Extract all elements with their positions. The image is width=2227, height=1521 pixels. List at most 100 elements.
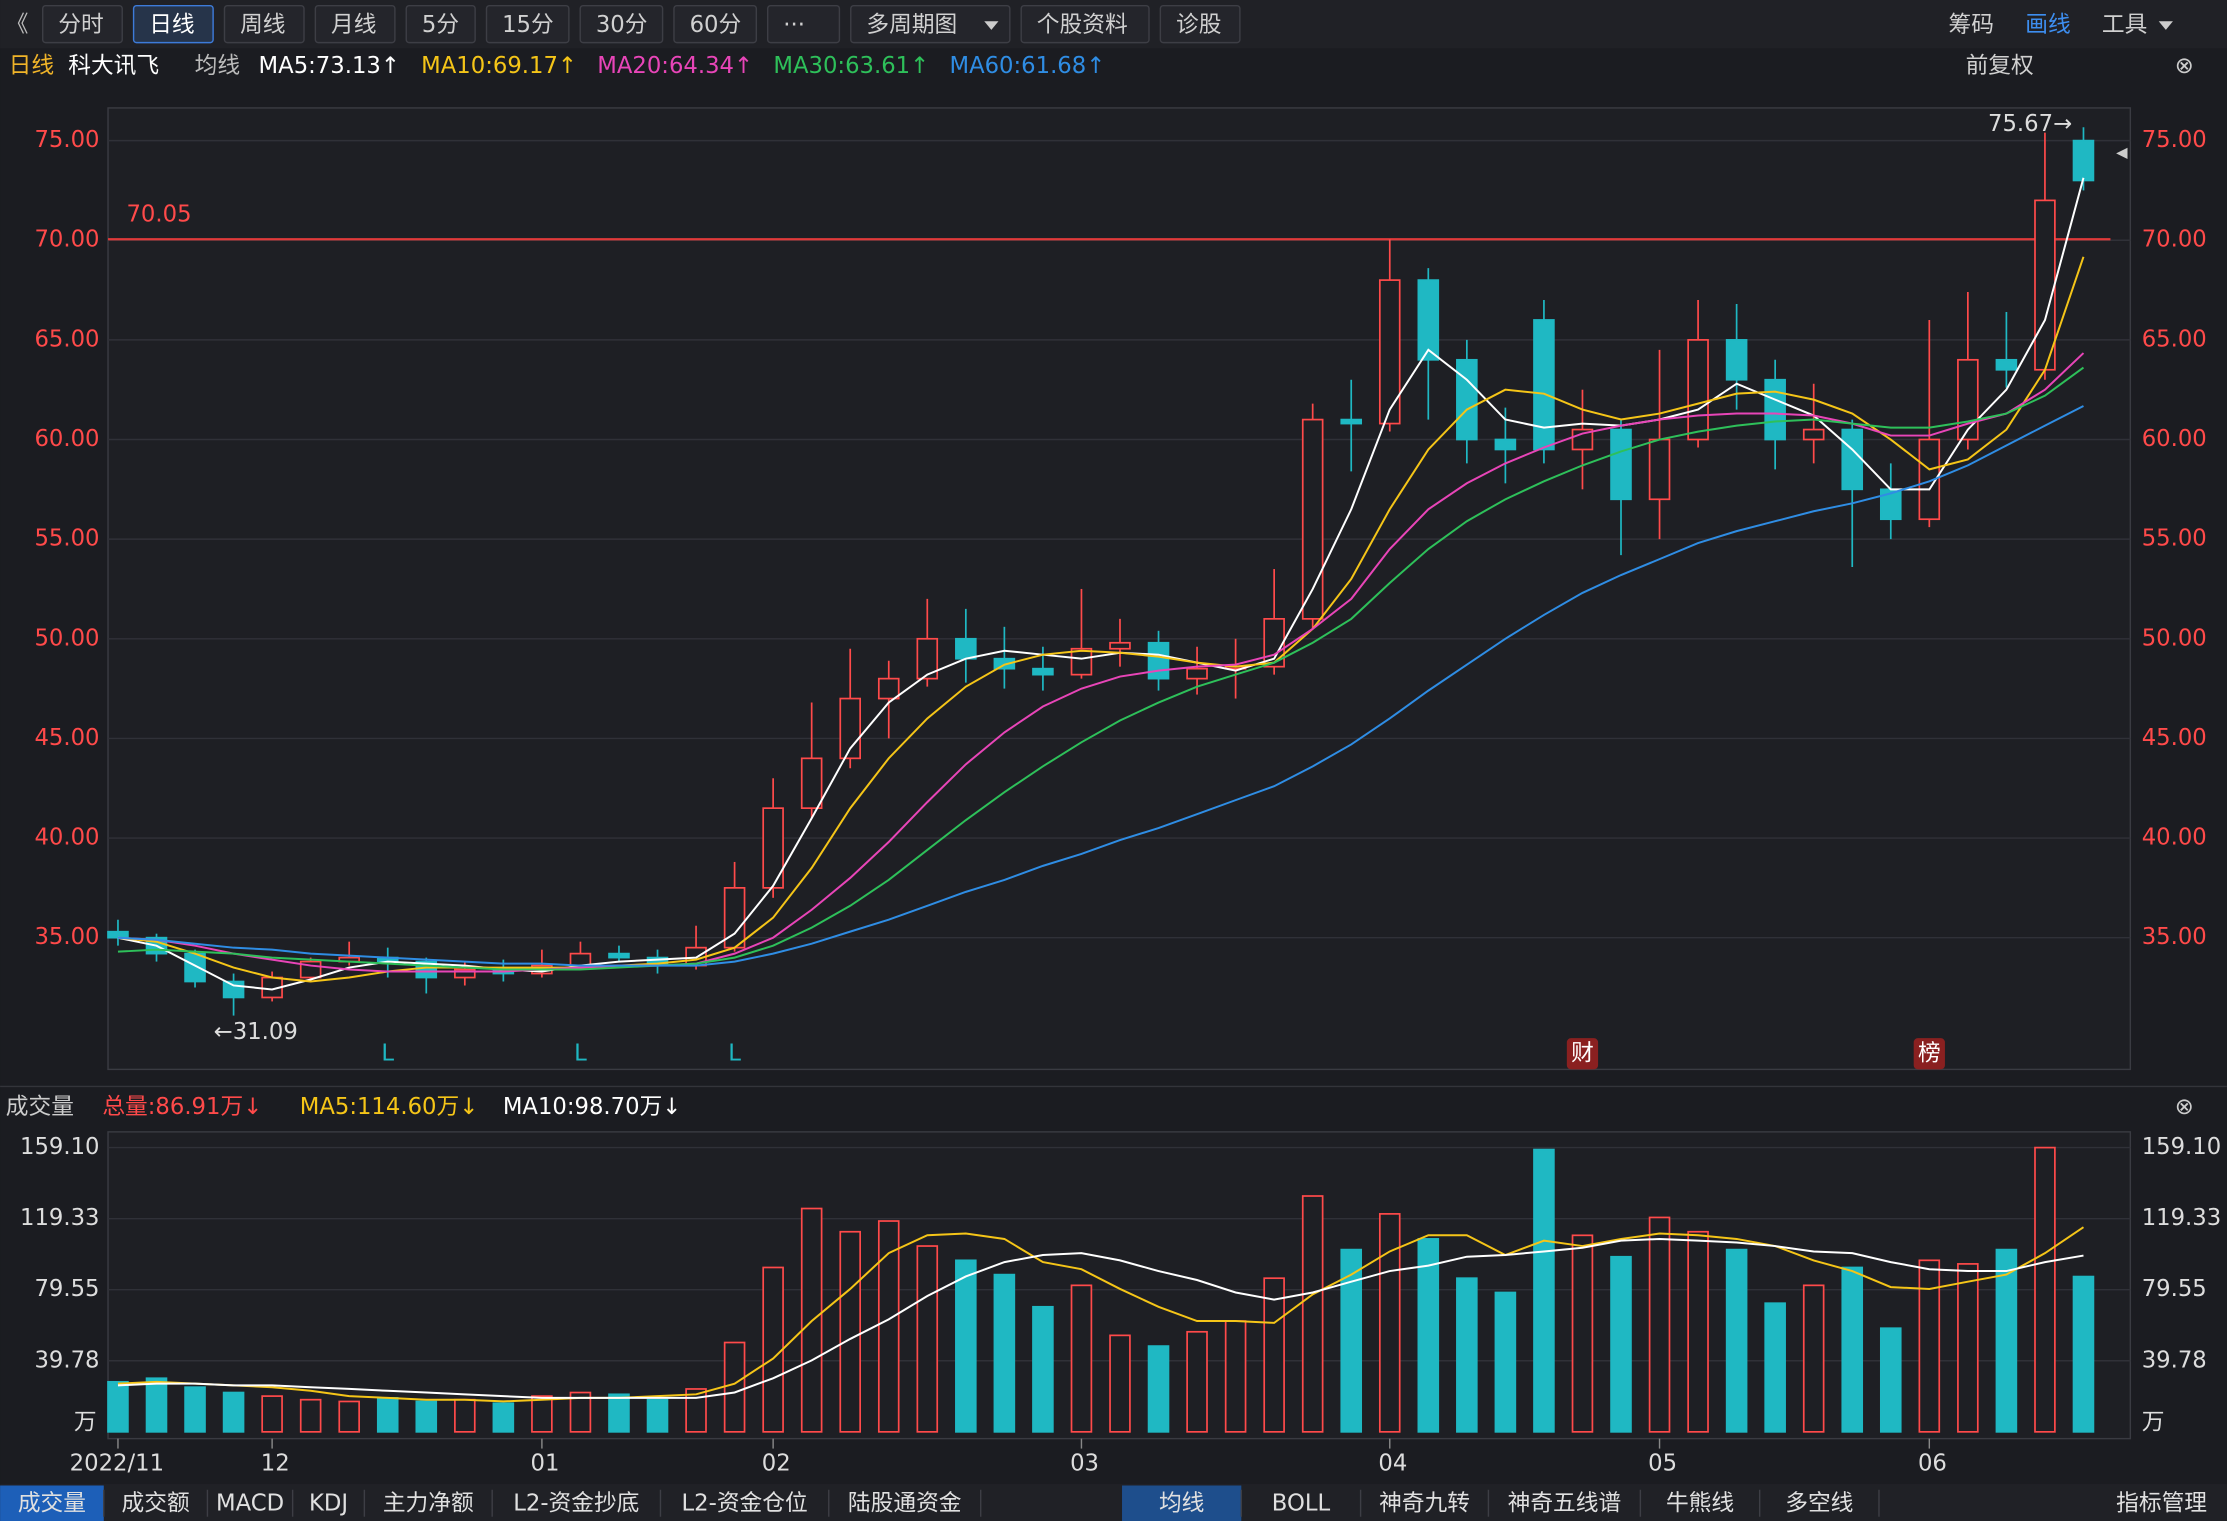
y-tick-label-right: 55.00 [2142, 526, 2207, 552]
toolbar-right-label[interactable]: 筹码 [1949, 12, 1994, 38]
toolbar-button[interactable] [485, 4, 570, 44]
legend-entry: MA20:64.34↑ [597, 53, 753, 79]
toolbar-button[interactable] [850, 4, 1011, 44]
close-icon[interactable]: ⊗ [2175, 53, 2194, 79]
tab-label[interactable]: MACD [216, 1490, 284, 1516]
toolbar-label[interactable]: 15分 [502, 12, 554, 38]
candle-body [1147, 641, 1170, 680]
dropdown-arrow [2158, 21, 2173, 30]
tab-label[interactable]: BOLL [1272, 1490, 1331, 1516]
close-icon[interactable]: ⊗ [2175, 1094, 2194, 1120]
tab-label[interactable]: KDJ [309, 1490, 348, 1516]
candle-body [1918, 438, 1941, 521]
tab-active[interactable] [1122, 1485, 1242, 1521]
event-marker[interactable]: L [574, 1040, 587, 1066]
toolbar-button[interactable] [673, 4, 758, 44]
tab-label[interactable]: 成交量 [18, 1490, 86, 1516]
min-label: ←31.09 [214, 1019, 298, 1045]
y-tick-label-right: 45.00 [2142, 725, 2207, 751]
tab-label[interactable]: L2-资金仓位 [682, 1490, 808, 1516]
volume-bar [1995, 1248, 2018, 1433]
toolbar-button[interactable] [1159, 4, 1241, 44]
y-tick-label-right: 79.55 [2142, 1276, 2207, 1302]
event-marker[interactable]: 榜 [1918, 1040, 1941, 1066]
volume-bar [569, 1391, 592, 1433]
volume-bar [1571, 1234, 1594, 1433]
collapse-icon[interactable]: 《 [6, 12, 29, 38]
y-tick-label-right: 60.00 [2142, 426, 2207, 452]
candle-body [1070, 647, 1093, 676]
toolbar-label[interactable]: 日线 [149, 12, 194, 38]
tabs-bg [0, 1484, 2227, 1521]
toolbar-label[interactable]: 5分 [422, 12, 459, 38]
toolbar-right-label[interactable]: 画线 [2025, 12, 2070, 38]
tab-label[interactable]: 成交额 [122, 1490, 190, 1516]
candle-body [1648, 438, 1671, 501]
candle-body [955, 637, 977, 660]
toolbar-label[interactable]: 分时 [58, 12, 103, 38]
tab-label[interactable]: 多空线 [1785, 1490, 1853, 1516]
volume-bar [1109, 1334, 1131, 1433]
volume-bar [338, 1400, 360, 1433]
y-tick-label-right: 35.00 [2142, 924, 2207, 950]
candle-body [762, 807, 784, 889]
manage-label[interactable]: 指标管理 [2116, 1490, 2207, 1516]
tab-active[interactable] [0, 1485, 104, 1521]
toolbar-label[interactable]: ··· [783, 12, 805, 38]
toolbar-button[interactable] [223, 4, 305, 44]
candle-body [608, 952, 630, 959]
toolbar-label[interactable]: 60分 [690, 12, 742, 38]
tab-label[interactable]: 牛熊线 [1666, 1490, 1734, 1516]
unit-label: 万 [74, 1410, 97, 1436]
toolbar-label[interactable]: 月线 [331, 12, 376, 38]
volume-bar [1456, 1277, 1478, 1433]
event-marker[interactable]: L [728, 1040, 741, 1066]
x-tick-label: 02 [762, 1451, 791, 1477]
candle-body [1841, 428, 1864, 491]
y-tick-label: 60.00 [34, 426, 99, 452]
toolbar-label[interactable]: 30分 [596, 12, 648, 38]
candle-body [916, 637, 939, 680]
y-tick-label-right: 40.00 [2142, 825, 2207, 851]
tab-label[interactable]: 均线 [1159, 1490, 1204, 1516]
tab-label[interactable]: L2-资金抄底 [513, 1490, 639, 1516]
volume-bar [1494, 1291, 1517, 1433]
tab-label[interactable]: 主力净额 [383, 1490, 474, 1516]
toolbar-button[interactable] [1020, 4, 1150, 44]
toolbar-button[interactable] [314, 4, 396, 44]
volume-bar [877, 1220, 900, 1433]
toolbar-label[interactable]: 周线 [240, 12, 285, 38]
event-marker[interactable]: L [381, 1040, 394, 1066]
event-badge[interactable] [1913, 1038, 1945, 1070]
toolbar-label[interactable]: 多周期图 [866, 12, 957, 38]
adjust-label[interactable]: 前复权 [1966, 53, 2034, 79]
y-tick-label: 70.00 [34, 227, 99, 253]
volume-bar [1648, 1216, 1671, 1433]
tab-label[interactable]: 神奇九转 [1379, 1490, 1470, 1516]
toolbar-right-label[interactable]: 工具 [2102, 12, 2147, 38]
toolbar-button[interactable] [579, 4, 664, 44]
y-tick-label-right: 65.00 [2142, 326, 2207, 352]
candle-body [877, 677, 900, 700]
toolbar-button[interactable] [41, 4, 123, 44]
y-tick-label-right: 50.00 [2142, 625, 2207, 651]
tab-label[interactable]: 神奇五线谱 [1508, 1490, 1622, 1516]
candle-body [1378, 279, 1401, 425]
toolbar-button[interactable] [766, 4, 841, 44]
ma-line [117, 366, 2085, 971]
volume-bar [1957, 1263, 1979, 1433]
toolbar-button[interactable] [132, 4, 214, 44]
volume-bar [2034, 1146, 2056, 1433]
event-badge[interactable] [1566, 1038, 1599, 1070]
volume-bar [685, 1388, 707, 1433]
y-tick-label-right: 70.00 [2142, 227, 2207, 253]
y-tick-label: 35.00 [34, 924, 99, 950]
event-marker[interactable]: 财 [1571, 1040, 1594, 1066]
reference-label: 70.05 [126, 202, 191, 228]
toolbar-button[interactable] [405, 4, 476, 44]
tab-label[interactable]: 陆股通资金 [848, 1490, 962, 1516]
candle-body [1032, 667, 1054, 676]
toolbar-label[interactable]: 个股资料 [1037, 12, 1128, 38]
toolbar-label[interactable]: 诊股 [1176, 12, 1221, 38]
